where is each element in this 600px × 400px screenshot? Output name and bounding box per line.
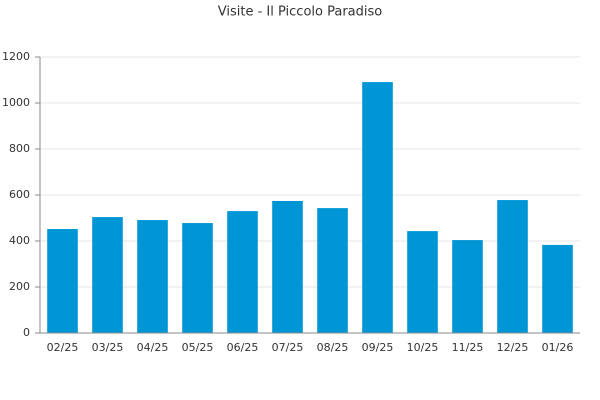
y-tick-label: 800 bbox=[9, 142, 30, 155]
x-tick-label: 05/25 bbox=[182, 341, 214, 354]
bar bbox=[497, 200, 528, 333]
y-tick-label: 1200 bbox=[2, 50, 30, 63]
x-tick-label: 06/25 bbox=[227, 341, 259, 354]
x-tick-label: 01/26 bbox=[542, 341, 574, 354]
bar bbox=[47, 229, 78, 333]
y-tick-label: 1000 bbox=[2, 96, 30, 109]
x-tick-label: 04/25 bbox=[137, 341, 169, 354]
x-tick-label: 11/25 bbox=[452, 341, 484, 354]
x-tick-label: 02/25 bbox=[47, 341, 79, 354]
bar bbox=[272, 200, 303, 333]
y-tick-label: 0 bbox=[23, 326, 30, 339]
bar bbox=[182, 223, 213, 333]
bar bbox=[137, 220, 168, 333]
y-tick-label: 400 bbox=[9, 234, 30, 247]
bar bbox=[452, 240, 483, 333]
x-tick-label: 10/25 bbox=[407, 341, 439, 354]
x-tick-label: 12/25 bbox=[497, 341, 529, 354]
x-tick-label: 09/25 bbox=[362, 341, 394, 354]
x-tick-label: 08/25 bbox=[317, 341, 349, 354]
y-tick-label: 200 bbox=[9, 280, 30, 293]
bar bbox=[362, 82, 393, 333]
x-tick-label: 03/25 bbox=[92, 341, 124, 354]
bar bbox=[227, 211, 258, 333]
bar bbox=[317, 208, 348, 333]
bar bbox=[92, 217, 123, 333]
x-tick-label: 07/25 bbox=[272, 341, 304, 354]
y-tick-label: 600 bbox=[9, 188, 30, 201]
chart-title: Visite - Il Piccolo Paradiso bbox=[218, 5, 383, 20]
bar bbox=[542, 244, 573, 333]
bar bbox=[407, 231, 438, 333]
